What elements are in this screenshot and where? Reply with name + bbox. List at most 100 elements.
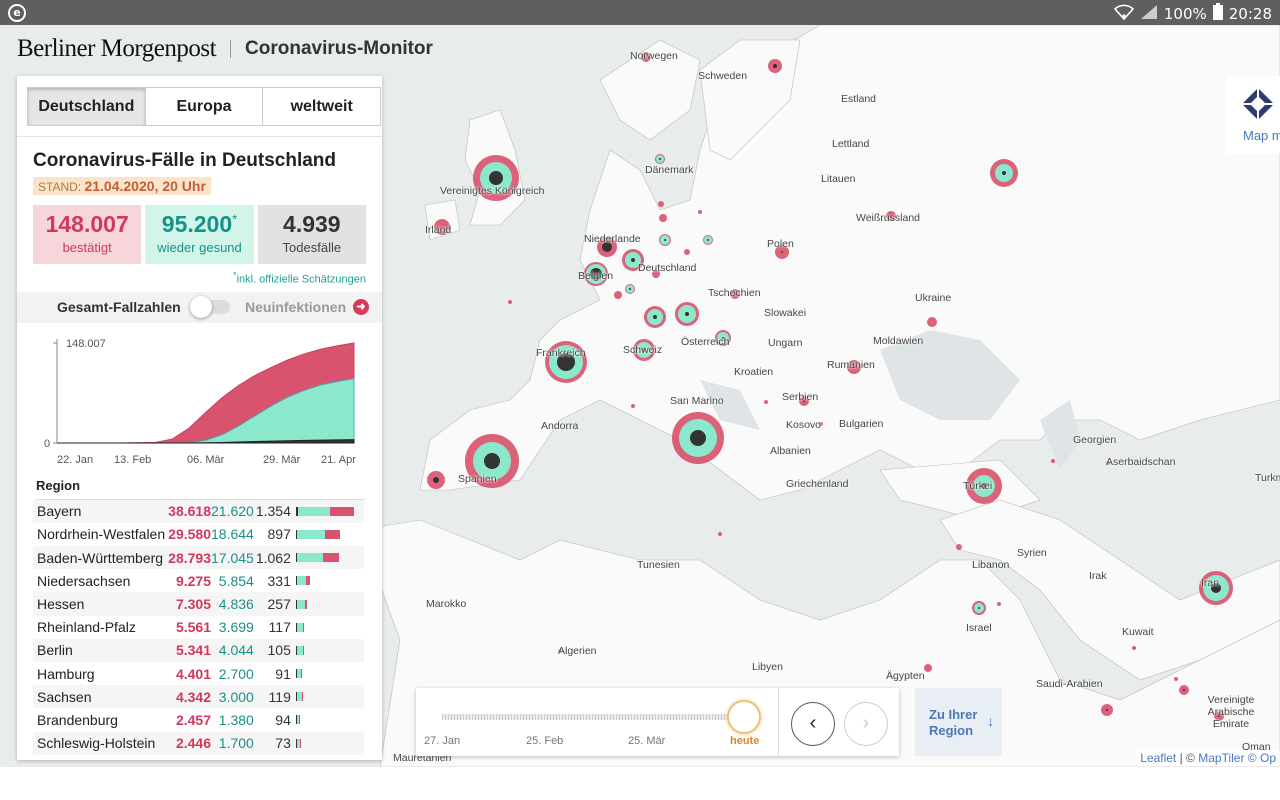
- map-label: Kroatien: [734, 366, 774, 378]
- map-label: Ungarn: [768, 337, 803, 349]
- case-marker-deaths: [433, 477, 439, 483]
- map-label: Moldawien: [873, 335, 924, 347]
- tab-deutschland[interactable]: Deutschland: [28, 88, 146, 125]
- case-marker[interactable]: [698, 210, 702, 214]
- region-bar-cell: [291, 569, 364, 592]
- case-marker[interactable]: [658, 201, 664, 207]
- case-marker[interactable]: [659, 214, 667, 222]
- map-label: Tschechien: [708, 287, 761, 299]
- sidebar-panel: Deutschland Europa weltweit Coronavirus-…: [17, 76, 382, 760]
- brand-logo[interactable]: Berliner Morgenpost: [17, 35, 217, 62]
- case-marker-deaths: [1218, 715, 1220, 717]
- bar-active: [301, 692, 303, 702]
- toggle-label-total[interactable]: Gesamt-Fallzahlen: [57, 298, 181, 315]
- region-bar-cell: [291, 662, 364, 685]
- region-row[interactable]: Hamburg 4.401 2.700 91: [33, 662, 364, 685]
- region-bar: [295, 576, 364, 586]
- bottom-strip: [0, 767, 1280, 800]
- tab-weltweit[interactable]: weltweit: [263, 88, 381, 125]
- case-marker[interactable]: [1132, 646, 1136, 650]
- recovered-footnote-mark: *: [232, 211, 238, 227]
- region-row[interactable]: Baden-Württemberg 28.793 17.045 1.062: [33, 546, 364, 570]
- case-marker-deaths: [664, 239, 666, 241]
- map-label: Kuwait: [1122, 626, 1154, 638]
- region-bar-cell: [291, 639, 364, 662]
- region-row[interactable]: Nordrhein-Westfalen 29.580 18.644 897: [33, 523, 364, 546]
- tab-europa[interactable]: Europa: [145, 88, 264, 125]
- region-row[interactable]: Bayern 38.618 21.620 1.354: [33, 499, 364, 523]
- zu-ihrer-region-button[interactable]: Zu Ihrer Region ↓: [915, 688, 1002, 756]
- case-marker[interactable]: [1051, 459, 1055, 463]
- panel-title: Coronavirus-Fälle in Deutschland: [33, 150, 336, 171]
- map-label: Spanien: [458, 473, 497, 485]
- region-row[interactable]: Hessen 7.305 4.836 257: [33, 592, 364, 616]
- next-day-button[interactable]: ›: [844, 702, 888, 746]
- case-marker-deaths: [773, 64, 777, 68]
- region-bar: [295, 738, 364, 748]
- case-marker[interactable]: [614, 291, 622, 299]
- region-confirmed: 29.580: [168, 526, 211, 543]
- bar-active: [306, 576, 310, 586]
- maptiler-logo[interactable]: Map m: [1227, 76, 1280, 154]
- deaths-count: 4.939: [283, 211, 341, 237]
- region-bar-cell: [291, 685, 364, 708]
- case-marker[interactable]: [641, 52, 651, 62]
- footnote: *inkl. offizielle Schätzungen: [17, 270, 366, 286]
- clock: 20:28: [1228, 4, 1272, 23]
- region-row[interactable]: Niedersachsen 9.275 5.854 331: [33, 569, 364, 592]
- maptiler-link[interactable]: MapTiler: [1198, 751, 1245, 765]
- case-marker-deaths: [853, 366, 855, 368]
- maptiler-text: Map m: [1243, 128, 1280, 143]
- case-marker-deaths: [722, 337, 724, 339]
- timeline-thumb[interactable]: [727, 700, 761, 734]
- timeline-track[interactable]: [442, 714, 740, 720]
- region-row[interactable]: Rheinland-Pfalz 5.561 3.699 117: [33, 616, 364, 639]
- case-marker[interactable]: [684, 249, 690, 255]
- case-marker-deaths: [1106, 709, 1108, 711]
- chart-series-area: [57, 438, 355, 444]
- case-marker[interactable]: [997, 602, 1001, 606]
- region-row[interactable]: Sachsen 4.342 3.000 119: [33, 685, 364, 709]
- case-marker[interactable]: [508, 300, 512, 304]
- case-marker[interactable]: [718, 532, 722, 536]
- map-label: Irland: [425, 224, 452, 236]
- region-row[interactable]: Brandenburg 2.457 1.380 94: [33, 708, 364, 731]
- map-label: Libyen: [752, 661, 783, 673]
- region-row[interactable]: Schleswig-Holstein 2.446 1.700 73: [33, 731, 364, 755]
- region-bar: [295, 692, 364, 702]
- region-bar-cell: [291, 616, 364, 639]
- mode-toggle-switch[interactable]: [190, 295, 230, 318]
- case-marker[interactable]: [558, 649, 562, 653]
- case-marker[interactable]: [1106, 461, 1110, 465]
- map-label: Weißrussland: [856, 212, 920, 224]
- prev-day-button[interactable]: ‹: [791, 702, 835, 746]
- leaflet-link[interactable]: Leaflet: [1140, 751, 1177, 765]
- arrow-right-icon[interactable]: ➜: [353, 298, 369, 315]
- case-marker[interactable]: [652, 270, 660, 278]
- case-marker[interactable]: [927, 317, 937, 327]
- region-bar: [295, 715, 364, 725]
- toggle-label-new[interactable]: Neuinfektionen: [245, 298, 347, 315]
- case-marker-deaths: [690, 430, 706, 446]
- case-marker[interactable]: [764, 400, 768, 404]
- header: Berliner Morgenpost Coronavirus-Monitor: [17, 35, 433, 63]
- case-marker[interactable]: [956, 544, 962, 550]
- case-marker[interactable]: [819, 422, 823, 426]
- case-marker[interactable]: [631, 404, 635, 408]
- bar-deaths: [295, 715, 298, 725]
- osm-link[interactable]: © Op: [1244, 751, 1276, 765]
- case-marker-deaths: [484, 453, 500, 469]
- footnote-mark: *: [232, 270, 237, 280]
- toggle-knob[interactable]: [190, 295, 212, 318]
- zu-region-line2: Region: [929, 723, 974, 738]
- region-row[interactable]: Berlin 5.341 4.044 105: [33, 638, 364, 662]
- case-marker[interactable]: [1174, 677, 1178, 681]
- map-label: Syrien: [1017, 547, 1047, 559]
- case-marker[interactable]: [434, 219, 450, 235]
- bar-active: [325, 529, 341, 539]
- map[interactable]: Norwegen Schweden Estland Lettland Dänemark L…: [0, 25, 1280, 767]
- map-label: Irak: [1089, 570, 1107, 582]
- case-marker[interactable]: [924, 664, 932, 672]
- region-recovered: 18.644: [211, 526, 254, 543]
- region-bar-cell: [291, 708, 364, 731]
